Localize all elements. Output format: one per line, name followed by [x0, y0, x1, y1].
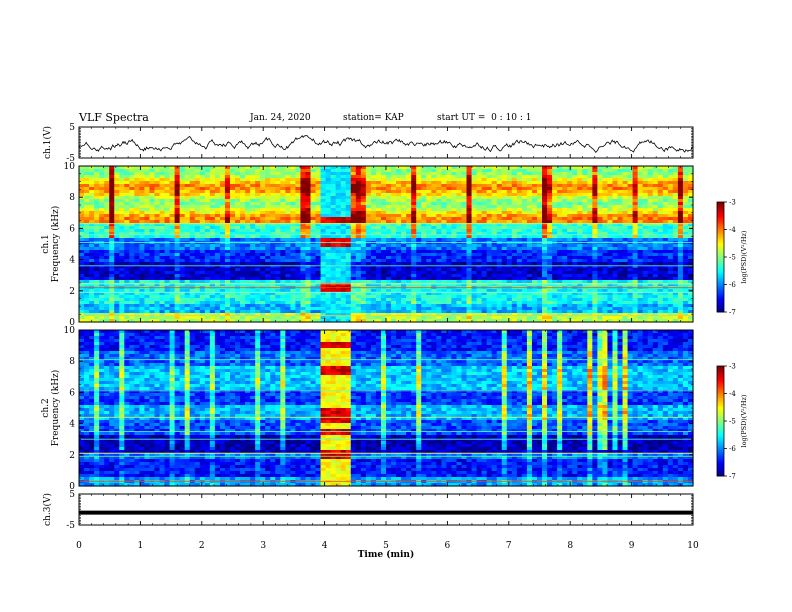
ch2-spectrogram-ytick-label: 2 — [69, 451, 75, 461]
ch1-colorbar-tick-label: -6 — [729, 281, 736, 289]
xtick-label: 1 — [138, 541, 144, 551]
xtick-label: 10 — [687, 541, 699, 551]
xtick-label: 8 — [567, 541, 573, 551]
ch3-waveform-ylabel: ch.3(V) — [42, 493, 53, 526]
ch2-spectrogram-ytick-label: 10 — [64, 326, 76, 336]
ch1-waveform-ytick-label: 5 — [69, 123, 75, 133]
ch3-waveform-ytick-label: -5 — [66, 521, 75, 531]
ch2-spectrogram-ytick-label: 4 — [69, 420, 75, 430]
xtick-label: 4 — [322, 541, 328, 551]
ch2-spectrogram-ylabel-channel: ch.2 — [41, 398, 51, 417]
ch3-waveform-frame — [78, 493, 694, 526]
ch2-colorbar-label: log(PSD)(V²/Hz) — [740, 394, 748, 447]
ch2-spectrogram-ytick-label: 6 — [69, 388, 75, 398]
ch2-colorbar-tick-label: -3 — [729, 363, 736, 371]
ch2-spectrogram-cells — [79, 330, 694, 487]
ch1-spectrogram-ytick-label: 8 — [69, 193, 75, 203]
xtick-label: 2 — [199, 541, 205, 551]
ch2-spectrogram-ylabel-unit: Frequency (kHz) — [50, 370, 61, 447]
ch1-spectrogram-ytick-label: 6 — [69, 224, 75, 234]
ch1-colorbar-label: log(PSD)(V²/Hz) — [740, 230, 748, 283]
ch2-colorbar — [717, 366, 724, 477]
ch2-colorbar-tick-label: -4 — [729, 390, 736, 398]
ch1-spectrogram-cells — [79, 166, 694, 323]
ch2-colorbar-tick-label: -6 — [729, 445, 736, 453]
ch1-spectrogram-ytick-label: 2 — [69, 287, 75, 297]
ch2-colorbar-tick-label: -7 — [729, 473, 736, 481]
ch2-spectrogram-ytick-label: 8 — [69, 357, 75, 367]
station-label: station= KAP — [343, 113, 404, 123]
start-time-label: start UT = 0 : 10 : 1 — [437, 113, 532, 123]
date-label: Jan. 24, 2020 — [250, 113, 311, 123]
xtick-label: 3 — [260, 541, 266, 551]
ch1-colorbar-tick-label: -5 — [729, 254, 736, 262]
ch1-colorbar — [717, 202, 724, 313]
ch1-waveform-ylabel: ch.1(V) — [42, 126, 53, 159]
ch3-waveform-ytick-label: 5 — [69, 490, 75, 500]
ch1-spectrogram-ylabel-unit: Frequency (kHz) — [50, 206, 61, 283]
ch1-waveform-line — [78, 135, 694, 154]
ch2-spectrogram-ytick-label: 0 — [69, 482, 75, 492]
chart-title: VLF Spectra — [79, 111, 149, 124]
xtick-label: 5 — [383, 541, 389, 551]
ch1-spectrogram-ytick-label: 4 — [69, 256, 75, 266]
ch1-colorbar-tick-label: -7 — [729, 309, 736, 317]
ch1-spectrogram-ylabel-channel: ch.1 — [41, 234, 51, 253]
xtick-label: 0 — [76, 541, 82, 551]
ch1-waveform-frame — [78, 126, 694, 159]
ch1-colorbar-tick-label: -3 — [729, 199, 736, 207]
xtick-label: 7 — [506, 541, 512, 551]
ch1-spectrogram-ytick-label: 10 — [64, 162, 76, 172]
ch1-waveform-ytick-label: -5 — [66, 154, 75, 164]
ch2-colorbar-tick-label: -5 — [729, 418, 736, 426]
xtick-label: 6 — [445, 541, 451, 551]
xtick-label: 9 — [629, 541, 635, 551]
ch1-colorbar-tick-label: -4 — [729, 226, 736, 234]
x-axis-label: Time (min) — [358, 549, 415, 560]
ch1-spectrogram-ytick-label: 0 — [69, 318, 75, 328]
